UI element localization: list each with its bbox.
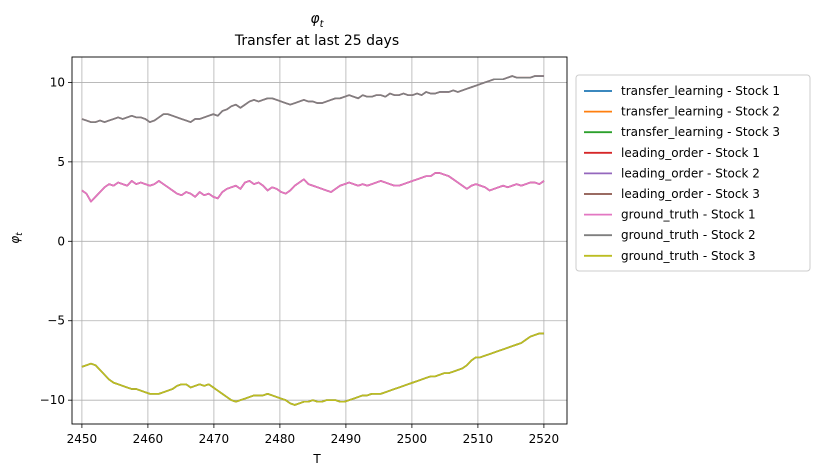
y-tick-label: 5 bbox=[57, 155, 65, 169]
legend-label: leading_order - Stock 3 bbox=[621, 187, 760, 201]
legend-label: transfer_learning - Stock 1 bbox=[621, 84, 780, 98]
y-tick-label: −10 bbox=[40, 393, 65, 407]
series-line-2 bbox=[81, 75, 544, 123]
series-line-7 bbox=[81, 172, 545, 203]
legend-label: transfer_learning - Stock 2 bbox=[621, 105, 780, 119]
series-line-1 bbox=[81, 172, 545, 203]
series-line-9 bbox=[81, 332, 544, 406]
legend-label: ground_truth - Stock 1 bbox=[621, 208, 756, 222]
x-tick-label: 2510 bbox=[463, 432, 494, 446]
legend-box bbox=[575, 74, 811, 272]
series-line-8 bbox=[81, 75, 544, 123]
series-line-5 bbox=[81, 75, 544, 123]
x-tick-label: 2480 bbox=[265, 432, 296, 446]
plot-frame bbox=[71, 56, 568, 425]
legend-label: ground_truth - Stock 2 bbox=[621, 228, 756, 242]
series-line-4 bbox=[81, 172, 545, 203]
y-axis-label: φt bbox=[8, 232, 25, 244]
y-tick-label: −5 bbox=[47, 314, 65, 328]
series-lines bbox=[81, 75, 545, 406]
x-tick-label: 2450 bbox=[67, 432, 98, 446]
legend-label: transfer_learning - Stock 3 bbox=[621, 125, 780, 139]
y-tick-label: 0 bbox=[57, 234, 65, 248]
legend-label: leading_order - Stock 2 bbox=[621, 166, 760, 180]
legend: transfer_learning - Stock 1 transfer_lear… bbox=[575, 74, 811, 272]
legend-label: leading_order - Stock 1 bbox=[621, 146, 760, 160]
x-tick-label: 2460 bbox=[133, 432, 164, 446]
x-tick-label: 2520 bbox=[529, 432, 560, 446]
chart-title: φt bbox=[310, 11, 324, 30]
y-tick-label: 10 bbox=[50, 75, 65, 89]
axes bbox=[71, 56, 568, 425]
legend-label: ground_truth - Stock 3 bbox=[621, 249, 756, 263]
grid-lines bbox=[72, 57, 567, 424]
x-tick-label: 2470 bbox=[199, 432, 230, 446]
y-axis-ticks: −10 −5 0 5 10 bbox=[40, 75, 72, 407]
x-tick-label: 2500 bbox=[397, 432, 428, 446]
chart-subtitle: Transfer at last 25 days bbox=[234, 33, 399, 49]
x-tick-label: 2490 bbox=[331, 432, 362, 446]
x-axis-ticks: 2450 2460 2470 2480 2490 2500 2510 2520 bbox=[67, 424, 560, 446]
x-axis-label: T bbox=[312, 452, 321, 466]
